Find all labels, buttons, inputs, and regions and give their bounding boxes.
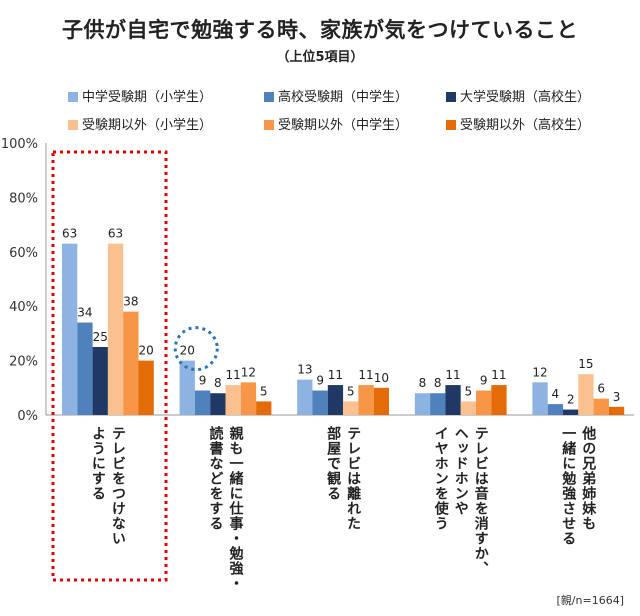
bar	[92, 347, 108, 415]
bar	[563, 409, 579, 415]
bar	[179, 360, 195, 415]
bar	[225, 385, 241, 415]
data-label: 12	[532, 365, 547, 379]
legend-label: 受験期以外（小学生）	[82, 118, 213, 133]
bar	[430, 393, 446, 415]
legend-item: 受験期以外（高校生）	[446, 114, 590, 133]
data-label: 5	[465, 384, 473, 398]
data-label: 9	[480, 374, 488, 388]
legend-swatch	[68, 92, 78, 102]
data-label: 63	[108, 227, 123, 241]
y-tick-label: 100%	[1, 137, 38, 152]
data-label: 8	[419, 376, 427, 390]
legend-item: 受験期以外（中学生）	[264, 114, 408, 133]
bar	[414, 393, 431, 415]
data-label: 11	[226, 368, 241, 382]
bar	[578, 374, 594, 415]
bar	[373, 387, 389, 415]
legend-label: 高校受験期（中学生）	[278, 90, 409, 105]
legend-label: 大学受験期（高校生）	[460, 90, 591, 105]
chart-subtitle: （上位5項目）	[276, 50, 364, 65]
legend-label: 受験期以外（高校生）	[460, 118, 591, 133]
data-label: 8	[434, 376, 442, 390]
bar	[194, 390, 211, 415]
data-label: 3	[613, 390, 621, 404]
chart-title: 子供が自宅で勉強する時、家族が気をつけていること	[62, 18, 578, 42]
bar	[445, 385, 461, 415]
bar	[256, 401, 272, 415]
legend-item: 中学受験期（小学生）	[68, 86, 212, 105]
bar	[62, 243, 78, 415]
y-tick-label: 80%	[9, 191, 38, 206]
bar	[491, 385, 507, 415]
data-label: 9	[316, 374, 324, 388]
legend-swatch	[264, 120, 274, 130]
data-label: 34	[77, 306, 92, 320]
legend-item: 高校受験期（中学生）	[264, 86, 408, 105]
highlight-box	[51, 150, 168, 582]
bar	[77, 322, 93, 415]
bar	[358, 385, 374, 415]
bar	[312, 390, 328, 415]
data-label: 4	[552, 387, 560, 401]
data-label: 10	[374, 371, 389, 385]
data-label: 13	[297, 363, 312, 377]
sample-note: [親/n=1664]	[556, 594, 624, 607]
legend-swatch	[446, 120, 456, 130]
data-label: 11	[328, 368, 343, 382]
bar	[460, 401, 476, 415]
legend-swatch	[446, 92, 456, 102]
bar	[297, 379, 313, 415]
data-label: 11	[358, 368, 373, 382]
data-label: 8	[214, 376, 222, 390]
data-label: 20	[180, 344, 195, 358]
data-label: 5	[260, 384, 268, 398]
category-label: 親も一緒に仕事・勉強・ 読書などをする	[207, 426, 244, 591]
data-label: 20	[139, 344, 154, 358]
category-label: テレビは離れた 部屋で観る	[325, 426, 362, 531]
bar	[210, 393, 226, 415]
y-tick-label: 60%	[9, 246, 38, 261]
bar	[593, 398, 609, 415]
category-label: 他の兄弟姉妹も 一緒に勉強させる	[560, 426, 597, 546]
data-label: 63	[62, 227, 77, 241]
data-label: 9	[199, 374, 207, 388]
data-label: 15	[578, 357, 593, 371]
highlight-circle	[173, 326, 219, 372]
bar	[343, 401, 359, 415]
data-label: 11	[445, 368, 460, 382]
bar	[107, 243, 124, 415]
legend-item: 大学受験期（高校生）	[446, 86, 590, 105]
legend-label: 中学受験期（小学生）	[82, 90, 213, 105]
y-tick-label: 40%	[9, 300, 38, 315]
bar	[547, 404, 563, 415]
legend-swatch	[68, 120, 78, 130]
category-label: テレビをつけない ようにする	[89, 426, 126, 546]
bar	[327, 385, 344, 415]
data-label: 11	[491, 368, 506, 382]
bar	[608, 406, 625, 415]
data-label: 6	[597, 382, 605, 396]
data-label: 12	[241, 365, 256, 379]
data-label: 2	[567, 393, 575, 407]
y-tick-label: 0%	[17, 409, 38, 424]
data-label: 5	[347, 384, 355, 398]
bar	[240, 382, 257, 415]
legend-label: 受験期以外（中学生）	[278, 118, 409, 133]
bar	[123, 311, 139, 415]
bar	[138, 360, 154, 415]
legend-item: 受験期以外（小学生）	[68, 114, 212, 133]
category-label: テレビは音を消すか、 ヘッドホンや イヤホンを使う	[432, 426, 489, 576]
data-label: 38	[123, 295, 138, 309]
data-label: 25	[93, 330, 108, 344]
y-tick-label: 20%	[9, 355, 38, 370]
bar	[532, 382, 548, 415]
legend-swatch	[264, 92, 274, 102]
bar	[476, 390, 492, 415]
